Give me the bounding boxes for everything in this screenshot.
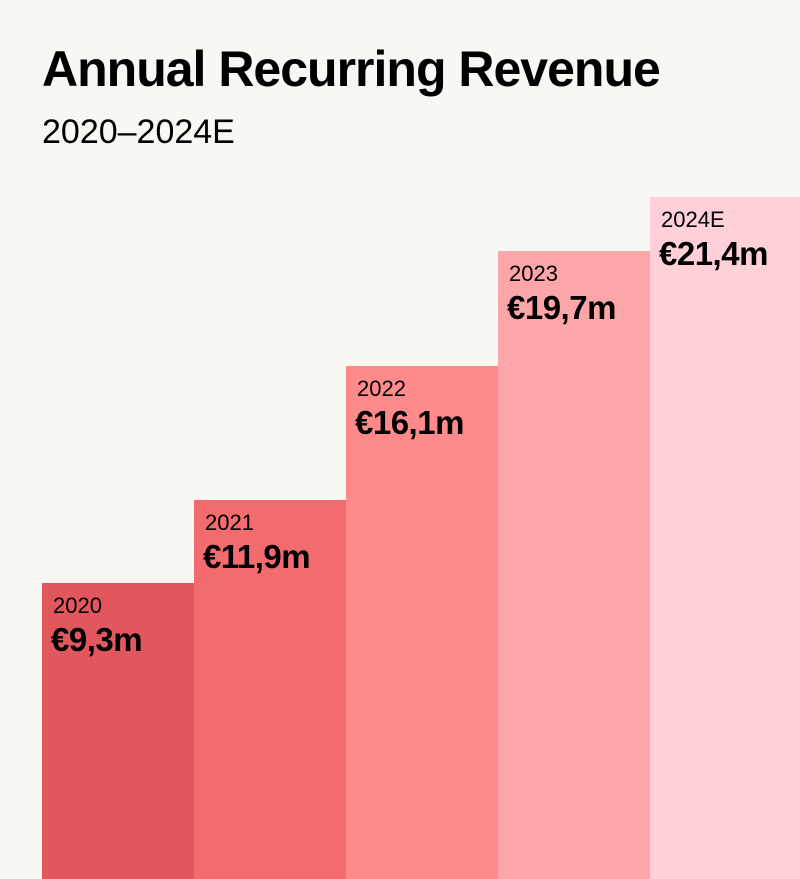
bar-year-label: 2023: [509, 261, 558, 286]
bar-value-label: €19,7m: [507, 289, 616, 326]
bar-value-label: €9,3m: [51, 621, 143, 658]
bar-year-label: 2021: [205, 510, 254, 535]
chart-subtitle: 2020–2024E: [42, 113, 235, 151]
bar-value-label: €21,4m: [659, 235, 768, 272]
bar-2020: 2020 €9,3m: [42, 583, 194, 879]
bar-2022: 2022 €16,1m: [346, 366, 498, 879]
bar-value-label: €11,9m: [203, 538, 311, 575]
bar-year-label: 2020: [53, 593, 102, 618]
chart-title: Annual Recurring Revenue: [42, 41, 661, 97]
bar-value-label: €16,1m: [355, 404, 464, 441]
bar-year-label: 2024E: [661, 207, 725, 232]
bar-2024e: 2024E €21,4m: [650, 197, 800, 879]
bar-2023: 2023 €19,7m: [498, 251, 650, 879]
bar-year-label: 2022: [357, 376, 406, 401]
bar-2021: 2021 €11,9m: [194, 500, 346, 879]
